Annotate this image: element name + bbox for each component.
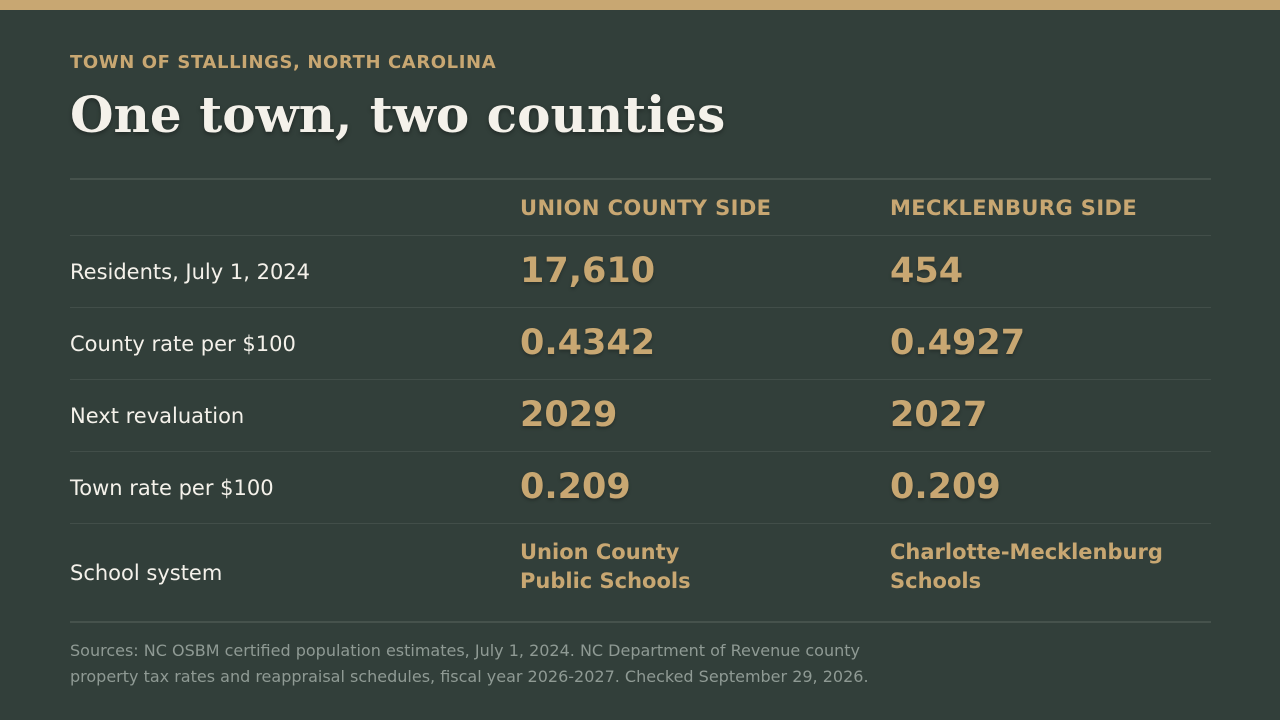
top-accent-bar [0,0,1280,10]
row-label: Next revaluation [70,403,245,428]
comparison-table: UNION COUNTY SIDE MECKLENBURG SIDE Resid… [70,178,1211,623]
mecklenburg-county-rate-value: 0.4927 [890,322,1026,363]
mecklenburg-school-system-value: Charlotte-Mecklenburg Schools [890,538,1163,596]
table-top-rule [70,178,1211,180]
mecklenburg-town-rate-value: 0.209 [890,466,1001,507]
union-revaluation-value: 2029 [520,394,618,435]
row-label: Town rate per $100 [70,475,274,500]
page-title: One town, two counties [70,85,726,144]
union-county-rate-value: 0.4342 [520,322,656,363]
union-school-system-value: Union County Public Schools [520,538,691,596]
column-header-union: UNION COUNTY SIDE [520,196,772,220]
row-label: School system [70,560,223,585]
kicker: TOWN OF STALLINGS, NORTH CAROLINA [70,52,497,73]
union-school-line-2: Public Schools [520,569,691,593]
sources-line-1: Sources: NC OSBM certified population es… [70,641,860,660]
union-school-line-1: Union County [520,540,680,564]
mecklenburg-school-line-2: Schools [890,569,982,593]
union-town-rate-value: 0.209 [520,466,631,507]
union-residents-value: 17,610 [520,250,656,291]
sources-line-2: property tax rates and reappraisal sched… [70,667,869,686]
row-label: Residents, July 1, 2024 [70,259,311,284]
table-header-row: UNION COUNTY SIDE MECKLENBURG SIDE [70,180,1211,236]
mecklenburg-revaluation-value: 2027 [890,394,988,435]
table-row-school-system: School system Union County Public School… [70,524,1211,623]
mecklenburg-residents-value: 454 [890,250,964,291]
mecklenburg-school-line-1: Charlotte-Mecklenburg [890,540,1163,564]
table-row-residents: Residents, July 1, 2024 17,610 454 [70,236,1211,308]
column-header-mecklenburg: MECKLENBURG SIDE [890,196,1138,220]
row-label: County rate per $100 [70,331,296,356]
sources-note: Sources: NC OSBM certified population es… [70,638,970,690]
table-row-county-rate: County rate per $100 0.4342 0.4927 [70,308,1211,380]
table-row-town-rate: Town rate per $100 0.209 0.209 [70,452,1211,524]
table-row-revaluation: Next revaluation 2029 2027 [70,380,1211,452]
